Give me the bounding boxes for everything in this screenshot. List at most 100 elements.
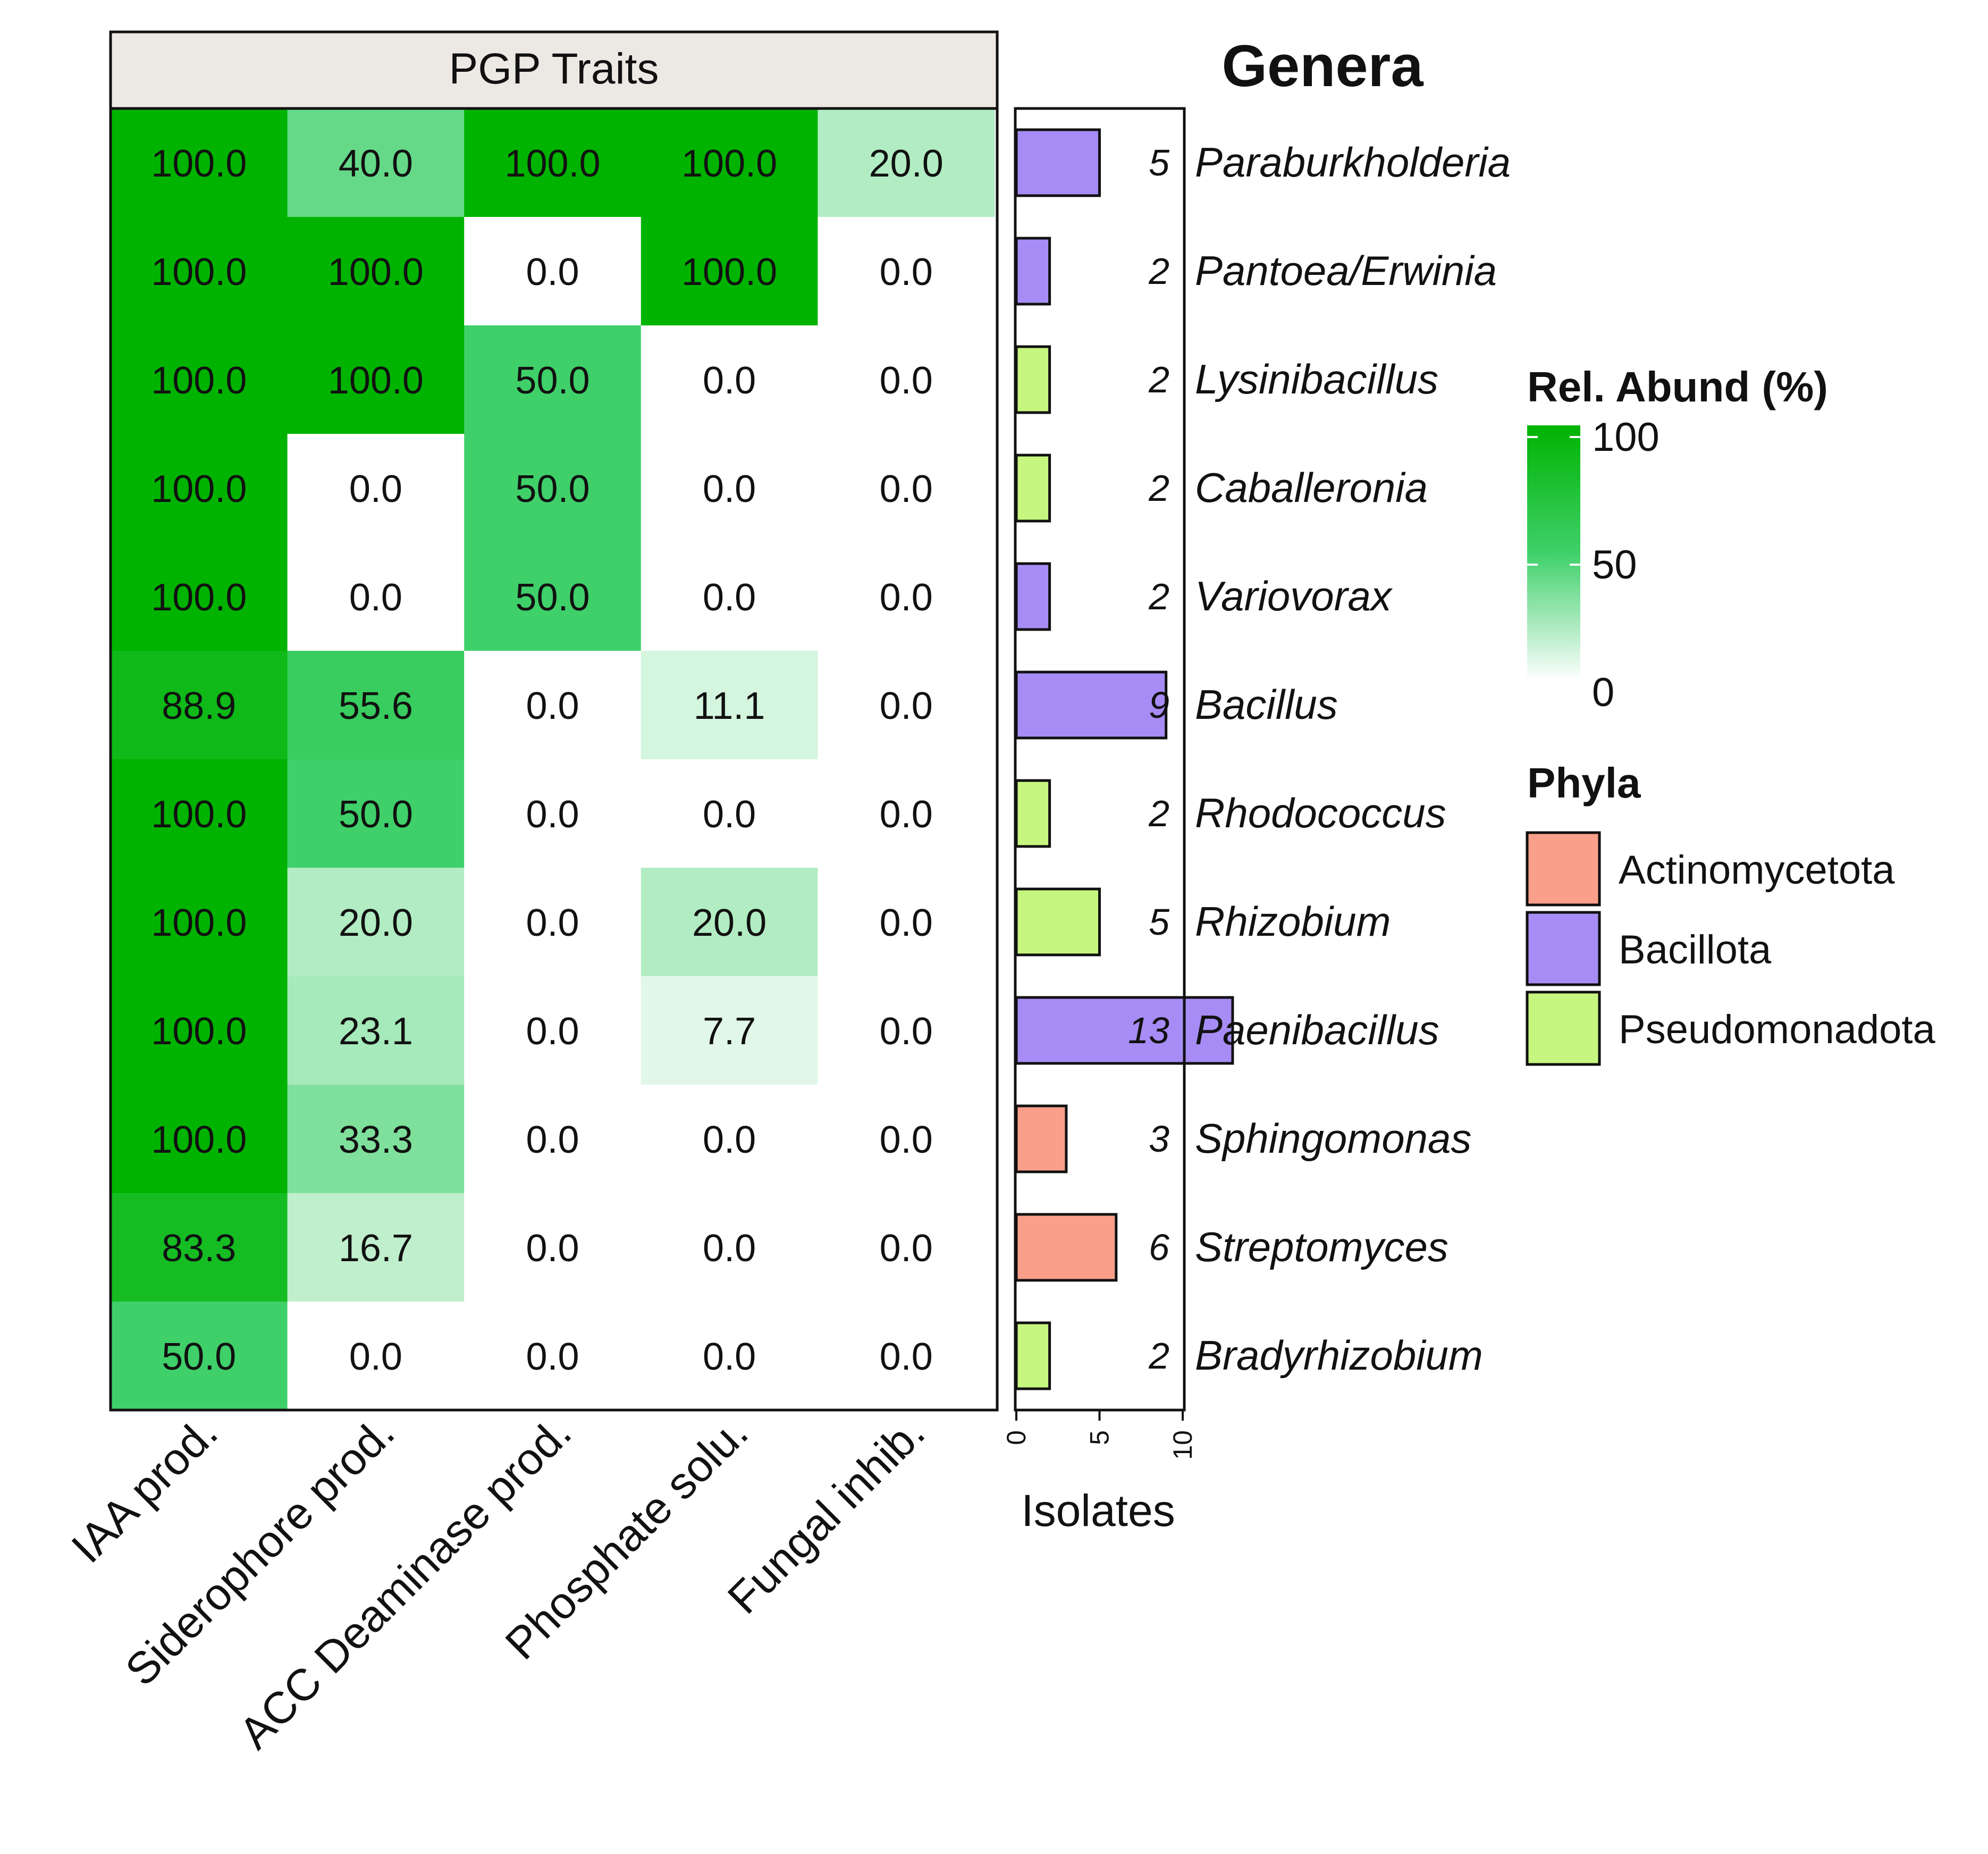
heatmap-cell-label: 100.0	[504, 142, 600, 185]
isolate-bars	[1015, 128, 1234, 1390]
heatmap-cell-label: 11.1	[694, 685, 765, 727]
heatmap-title: PGP Traits	[449, 45, 659, 93]
isolate-count: 5	[1149, 901, 1170, 943]
heatmap-cell-label: 0.0	[703, 1119, 756, 1161]
heatmap-x-label: ACC Deaminase prod.	[230, 1407, 581, 1758]
heatmap-cell-label: 100.0	[681, 251, 777, 293]
bar-tick-label: 5	[1085, 1430, 1115, 1445]
isolate-bar	[1015, 454, 1051, 523]
heatmap-cell	[641, 759, 818, 868]
isolate-bar	[1015, 779, 1051, 848]
isolate-count: 13	[1128, 1010, 1169, 1051]
heatmap-cell-label: 33.3	[339, 1119, 413, 1161]
isolate-bar	[1015, 887, 1101, 957]
heatmap-cell	[464, 542, 642, 651]
heatmap-cell-label: 0.0	[880, 359, 933, 402]
heatmap-cell-label: 0.0	[526, 1336, 579, 1378]
isolate-count: 2	[1148, 576, 1169, 617]
color-scale-tick-label: 100	[1592, 415, 1660, 460]
heatmap-cell	[464, 976, 642, 1085]
heatmap-cell	[287, 434, 465, 543]
heatmap-cell	[641, 434, 818, 543]
bar-tick-label: 10	[1168, 1430, 1198, 1460]
heatmap-cell	[111, 1193, 288, 1302]
heatmap-cell-label: 100.0	[151, 468, 247, 510]
heatmap-cell-label: 0.0	[703, 793, 756, 836]
heatmap-cell-label: 0.0	[880, 468, 933, 510]
heatmap-cell-label: 100.0	[328, 251, 424, 293]
heatmap-cell-label: 0.0	[703, 1227, 756, 1270]
heatmap-cell	[641, 1193, 818, 1302]
heatmap-cell-label: 0.0	[526, 685, 579, 727]
phyla-legend-swatch	[1526, 991, 1601, 1066]
heatmap-cell-label: 0.0	[703, 1336, 756, 1378]
heatmap-cell-label: 0.0	[880, 685, 933, 727]
heatmap-cell-label: 0.0	[526, 1010, 579, 1053]
heatmap-x-axis-labels: IAA prod.Siderophore prod.ACC Deaminase …	[62, 1407, 934, 1758]
genus-label: Bacillus	[1195, 681, 1338, 728]
heatmap-cell-label: 0.0	[526, 902, 579, 944]
heatmap-cell-label: 16.7	[339, 1227, 413, 1270]
heatmap-cell-labels: 100.0 40.0 100.0 100.0 20.0 100.0 100.0 0.0 100.…	[151, 142, 944, 1378]
isolate-bar	[1015, 237, 1051, 306]
heatmap-cell-label: 100.0	[151, 902, 247, 944]
heatmap-cell-label: 50.0	[515, 359, 589, 402]
isolate-bar	[1015, 670, 1168, 740]
isolate-bar	[1015, 128, 1101, 197]
heatmap-cell-label: 50.0	[515, 468, 589, 510]
genus-label: Paraburkholderia	[1195, 139, 1511, 186]
heatmap-cell	[287, 217, 465, 326]
isolate-count: 5	[1149, 142, 1170, 183]
genus-label: Rhodococcus	[1195, 790, 1446, 836]
heatmap-cell	[287, 868, 465, 977]
color-scale-tick-label: 50	[1592, 542, 1637, 588]
heatmap-cell	[287, 108, 465, 217]
bar-x-axis-label: Isolates	[1021, 1486, 1175, 1536]
heatmap-cell	[464, 651, 642, 760]
isolate-bar	[1015, 1104, 1068, 1173]
heatmap-frame	[109, 107, 999, 1412]
genus-label: Variovorax	[1195, 573, 1393, 619]
phyla-legend: Actinomycetota Bacillota Pseudomonadota	[1526, 831, 1936, 1066]
heatmap-cell-label: 0.0	[349, 576, 402, 619]
heatmap-cell	[641, 325, 818, 434]
phyla-legend-label: Bacillota	[1619, 927, 1772, 972]
heatmap-cell-label: 0.0	[703, 468, 756, 510]
heatmap-cell-label: 0.0	[526, 1227, 579, 1270]
heatmap-cell	[641, 217, 818, 326]
heatmap-cell-label: 0.0	[880, 1227, 933, 1270]
heatmap-cell	[464, 1302, 642, 1411]
isolate-count-labels: 5 2 2 2 2 9 2 5 13 3 6 2	[1128, 142, 1170, 1377]
heatmap-cell	[818, 1193, 995, 1302]
heatmap-cell-label: 100.0	[151, 576, 247, 619]
heatmap-cell	[464, 108, 642, 217]
heatmap-cell-label: 20.0	[339, 902, 413, 944]
heatmap-cell-label: 0.0	[349, 468, 402, 510]
heatmap-cell	[287, 759, 465, 868]
heatmap-cell-label: 0.0	[349, 1336, 402, 1378]
heatmap-cell	[818, 542, 995, 651]
heatmap-cell-label: 0.0	[703, 576, 756, 619]
heatmap-cell	[818, 108, 995, 217]
heatmap-cell	[464, 434, 642, 543]
phyla-legend-swatch	[1526, 911, 1601, 986]
heatmap-cell	[111, 976, 288, 1085]
isolate-count: 2	[1148, 359, 1169, 400]
heatmap-cell-label: 100.0	[151, 1010, 247, 1053]
genus-label: Rhizobium	[1195, 898, 1391, 945]
phyla-legend-swatch	[1526, 831, 1601, 907]
isolate-count: 2	[1148, 467, 1169, 509]
bar-tick-label: 0	[1001, 1430, 1031, 1445]
genus-label: Lysinibacillus	[1195, 356, 1438, 402]
heatmap-cell	[287, 1085, 465, 1194]
heatmap-cell-label: 100.0	[681, 142, 777, 185]
isolate-bar	[1015, 345, 1051, 414]
heatmap-cell-label: 100.0	[328, 359, 424, 402]
color-legend-title: Rel. Abund (%)	[1527, 363, 1828, 410]
heatmap-cell-label: 0.0	[880, 251, 933, 293]
heatmap-cell	[464, 1193, 642, 1302]
heatmap-cell-label: 50.0	[515, 576, 589, 619]
genus-label: Pantoea/Erwinia	[1195, 247, 1497, 294]
heatmap-cell-label: 50.0	[339, 793, 413, 836]
